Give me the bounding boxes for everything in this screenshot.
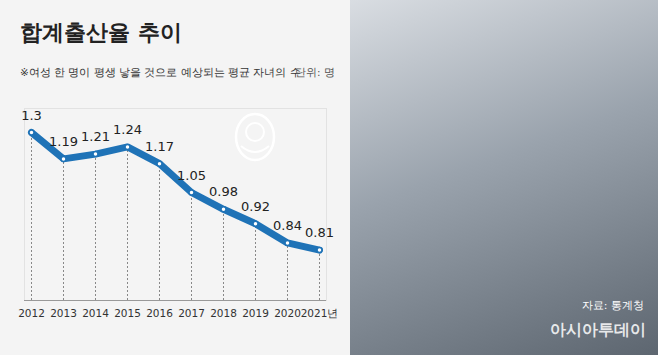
svg-text:2014: 2014 bbox=[82, 307, 109, 319]
svg-text:1.24: 1.24 bbox=[113, 122, 142, 137]
svg-text:2020: 2020 bbox=[274, 307, 301, 319]
svg-text:1.19: 1.19 bbox=[49, 134, 78, 149]
svg-text:1.21: 1.21 bbox=[81, 129, 110, 144]
svg-text:1.17: 1.17 bbox=[145, 139, 174, 154]
svg-text:2018: 2018 bbox=[210, 307, 237, 319]
svg-text:1.3: 1.3 bbox=[21, 108, 42, 123]
svg-text:1.05: 1.05 bbox=[177, 168, 206, 183]
html-text:아시아투데이: 아시아투데이 bbox=[550, 320, 646, 339]
svg-text:0.98: 0.98 bbox=[209, 184, 238, 199]
html-text:합계출산율 추이: 합계출산율 추이 bbox=[20, 20, 182, 45]
svg-text:2012: 2012 bbox=[18, 307, 45, 319]
html-text:자료: 통계청: 자료: 통계청 bbox=[581, 299, 644, 312]
svg-text:2021년: 2021년 bbox=[301, 307, 339, 319]
svg-text:2016: 2016 bbox=[146, 307, 173, 319]
svg-text:2017: 2017 bbox=[178, 307, 205, 319]
svg-text:0.92: 0.92 bbox=[241, 199, 270, 214]
svg-text:0.81: 0.81 bbox=[305, 225, 334, 240]
html-text:※여성 한 명이 평생 낳을 것으로 예상되는 평균 자녀의: ※여성 한 명이 평생 낳을 것으로 예상되는 평균 자녀의 수 bbox=[20, 66, 301, 78]
svg-text:2015: 2015 bbox=[114, 307, 141, 319]
html-text:단위: 명: 단위: 명 bbox=[295, 66, 335, 78]
svg-text:0.84: 0.84 bbox=[273, 218, 302, 233]
svg-text:2019: 2019 bbox=[242, 307, 269, 319]
svg-text:2013: 2013 bbox=[50, 307, 77, 319]
